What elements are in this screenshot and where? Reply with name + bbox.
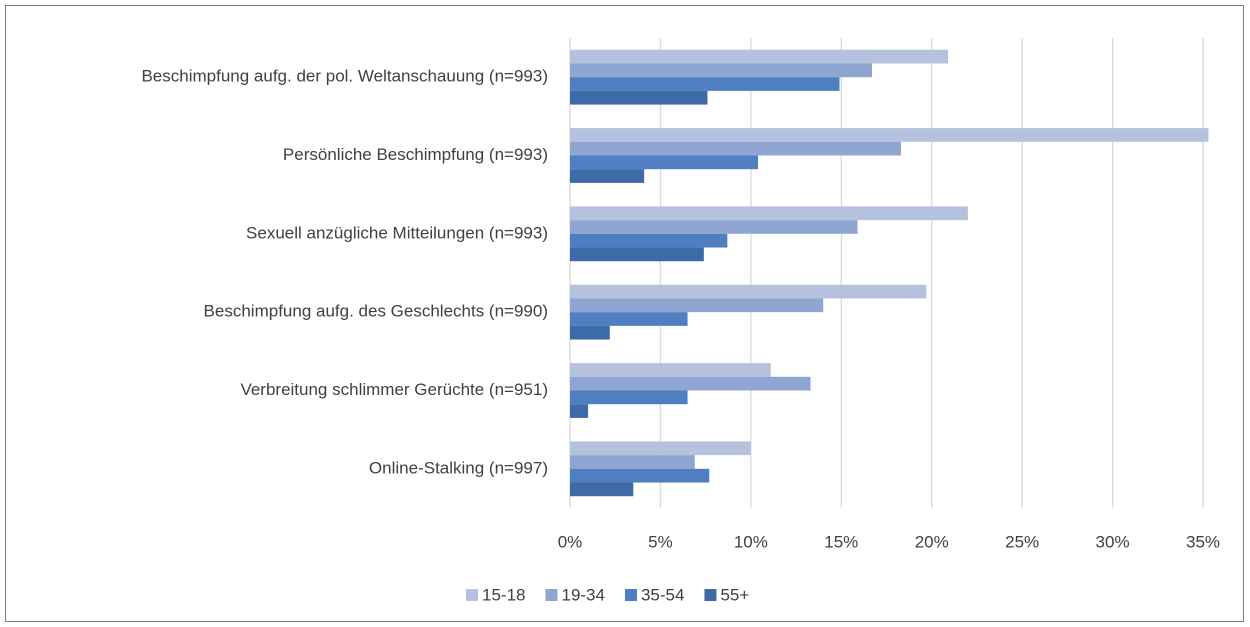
bar <box>570 325 610 340</box>
x-tick-label: 5% <box>648 532 673 551</box>
x-tick-label: 30% <box>1096 532 1130 551</box>
bar <box>570 247 704 262</box>
bar <box>570 390 688 405</box>
bar <box>570 312 688 326</box>
bar <box>570 77 840 91</box>
x-tick-label: 15% <box>824 532 858 551</box>
x-tick-label: 0% <box>558 532 583 551</box>
bar <box>570 128 1209 142</box>
x-tick-label: 35% <box>1186 532 1220 551</box>
legend-swatch <box>624 589 637 601</box>
bar <box>570 441 751 456</box>
bar <box>570 90 708 105</box>
bar <box>570 376 811 391</box>
legend-label: 15-18 <box>482 585 525 604</box>
x-tick-label: 10% <box>734 532 768 551</box>
y-tick-label: Online-Stalking (n=997) <box>369 458 548 477</box>
y-tick-label: Beschimpfung aufg. des Geschlechts (n=99… <box>204 302 548 321</box>
bar <box>570 155 759 170</box>
bar <box>570 363 771 377</box>
y-tick-label: Verbreitung schlimmer Gerüchte (n=951) <box>240 380 548 399</box>
y-tick-label: Persönliche Beschimpfung (n=993) <box>283 145 548 164</box>
bar <box>570 169 645 183</box>
legend-label: 55+ <box>720 585 749 604</box>
bar <box>570 298 824 313</box>
bar <box>570 404 589 418</box>
bar <box>570 468 710 483</box>
bar <box>570 220 858 234</box>
legend-swatch <box>466 589 478 601</box>
legend-swatch <box>545 589 558 601</box>
bar <box>570 141 901 156</box>
bar <box>570 455 695 469</box>
x-tick-label: 25% <box>1005 532 1039 551</box>
bar <box>570 49 948 64</box>
bar <box>570 206 968 221</box>
y-tick-label: Sexuell anzügliche Mitteilungen (n=993) <box>246 223 548 242</box>
bar <box>570 233 728 248</box>
legend-swatch <box>704 589 717 601</box>
x-tick-label: 20% <box>915 532 949 551</box>
y-tick-label: Beschimpfung aufg. der pol. Weltanschauu… <box>141 67 548 86</box>
bar <box>570 482 634 497</box>
legend-label: 19-34 <box>561 585 604 604</box>
bar <box>570 63 873 78</box>
bar <box>570 284 927 299</box>
legend-label: 35-54 <box>641 585 684 604</box>
